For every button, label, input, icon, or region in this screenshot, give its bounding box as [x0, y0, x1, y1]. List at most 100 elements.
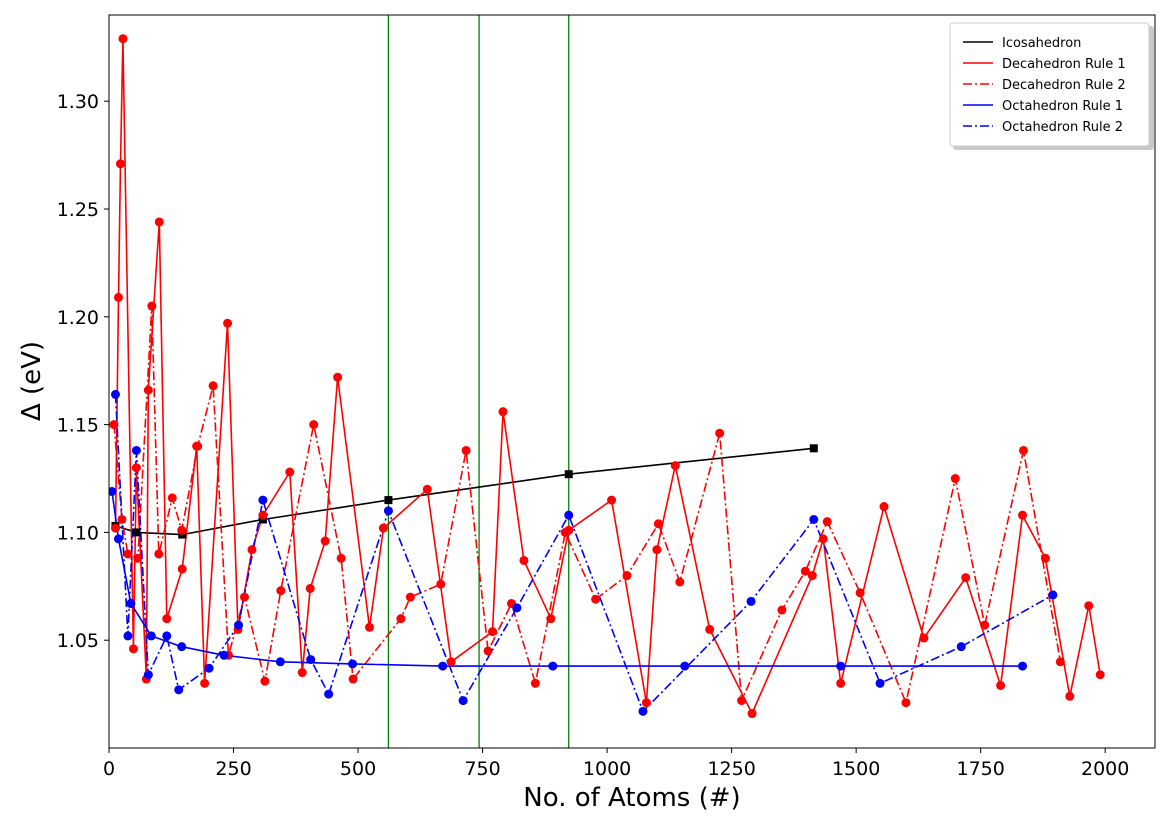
data-point-decahedron-rule-2 — [117, 514, 127, 524]
y-axis: 1.05 1.10 1.15 1.20 1.25 1.30 — [57, 91, 109, 652]
data-point-decahedron-rule-1 — [747, 709, 757, 719]
data-point-decahedron-rule-2 — [167, 493, 177, 503]
data-point-octahedron-rule-1 — [548, 661, 558, 671]
y-tick-label: 1.10 — [57, 522, 99, 544]
data-point-decahedron-rule-2 — [109, 420, 119, 430]
x-tick-label: 1000 — [583, 758, 631, 780]
data-point-decahedron-rule-1 — [113, 292, 123, 302]
legend-frame — [949, 22, 1150, 147]
data-point-icosahedron — [384, 496, 393, 505]
data-point-decahedron-rule-2 — [591, 594, 601, 604]
data-point-decahedron-rule-1 — [641, 698, 651, 708]
legend-label: Octahedron Rule 1 — [1002, 99, 1123, 114]
data-point-octahedron-rule-1 — [177, 642, 187, 652]
data-point-octahedron-rule-2 — [174, 685, 184, 695]
series-line-octahedron-rule-2 — [114, 394, 1054, 713]
legend-label: Icosahedron — [1002, 36, 1081, 51]
data-point-decahedron-rule-1 — [200, 678, 210, 688]
data-point-decahedron-rule-2 — [1055, 657, 1065, 667]
data-point-octahedron-rule-2 — [809, 514, 819, 524]
data-point-decahedron-rule-1 — [110, 523, 120, 533]
data-point-decahedron-rule-1 — [996, 680, 1006, 690]
series-markers — [109, 34, 1105, 719]
data-point-octahedron-rule-1 — [109, 486, 117, 496]
legend-items: Icosahedron Decahedron Rule 1 Decahedron R… — [963, 36, 1126, 135]
data-point-decahedron-rule-1 — [1084, 601, 1094, 611]
data-point-decahedron-rule-1 — [1040, 553, 1050, 563]
data-point-octahedron-rule-1 — [438, 661, 448, 671]
data-point-octahedron-rule-2 — [234, 620, 244, 630]
data-point-octahedron-rule-2 — [638, 706, 648, 716]
data-point-decahedron-rule-2 — [622, 571, 632, 581]
data-point-decahedron-rule-2 — [348, 674, 358, 684]
data-point-octahedron-rule-1 — [1018, 661, 1028, 671]
data-point-decahedron-rule-1 — [365, 622, 375, 632]
data-point-decahedron-rule-2 — [396, 614, 406, 624]
x-tick-label: 1500 — [832, 758, 880, 780]
data-point-decahedron-rule-2 — [777, 605, 787, 615]
data-point-decahedron-rule-2 — [800, 566, 810, 576]
data-point-decahedron-rule-1 — [519, 555, 529, 565]
x-tick-label: 250 — [215, 758, 251, 780]
data-point-decahedron-rule-1 — [1095, 670, 1105, 680]
data-point-decahedron-rule-1 — [320, 536, 330, 546]
data-point-decahedron-rule-1 — [1065, 691, 1075, 701]
data-point-decahedron-rule-2 — [336, 553, 346, 563]
data-point-decahedron-rule-2 — [483, 646, 493, 656]
data-point-decahedron-rule-2 — [461, 445, 471, 455]
data-point-octahedron-rule-1 — [680, 661, 690, 671]
data-point-decahedron-rule-2 — [436, 579, 446, 589]
data-point-octahedron-rule-2 — [383, 506, 393, 516]
data-point-decahedron-rule-2 — [855, 588, 865, 598]
x-tick-label: 750 — [464, 758, 500, 780]
data-point-decahedron-rule-1 — [333, 372, 343, 382]
data-point-decahedron-rule-2 — [208, 381, 218, 391]
legend: Icosahedron Decahedron Rule 1 Decahedron R… — [949, 22, 1154, 150]
data-point-decahedron-rule-1 — [670, 461, 680, 471]
data-point-decahedron-rule-2 — [715, 428, 725, 438]
data-point-decahedron-rule-1 — [1018, 510, 1028, 520]
data-point-decahedron-rule-1 — [498, 407, 508, 417]
data-point-decahedron-rule-2 — [405, 592, 415, 602]
data-point-decahedron-rule-2 — [239, 592, 249, 602]
data-point-decahedron-rule-2 — [123, 549, 133, 559]
legend-label: Decahedron Rule 1 — [1002, 57, 1126, 72]
y-tick-label: 1.20 — [57, 307, 99, 329]
data-point-decahedron-rule-1 — [177, 564, 187, 574]
data-point-decahedron-rule-2 — [560, 527, 570, 537]
data-point-octahedron-rule-1 — [126, 599, 136, 609]
x-tick-label: 2000 — [1081, 758, 1129, 780]
data-point-decahedron-rule-2 — [154, 549, 164, 559]
data-point-decahedron-rule-1 — [488, 627, 498, 637]
x-tick-label: 500 — [340, 758, 376, 780]
data-point-decahedron-rule-2 — [675, 577, 685, 587]
data-point-octahedron-rule-2 — [123, 631, 133, 641]
data-point-decahedron-rule-1 — [836, 678, 846, 688]
plot-frame — [108, 14, 1156, 749]
data-point-decahedron-rule-1 — [285, 467, 295, 477]
data-point-decahedron-rule-2 — [901, 698, 911, 708]
data-point-octahedron-rule-2 — [875, 678, 885, 688]
data-point-octahedron-rule-2 — [324, 689, 334, 699]
data-point-octahedron-rule-2 — [1048, 590, 1058, 600]
y-axis-label: Δ (eV) — [17, 341, 47, 421]
data-point-octahedron-rule-2 — [110, 389, 120, 399]
data-point-icosahedron — [132, 528, 141, 537]
data-point-decahedron-rule-1 — [143, 385, 153, 395]
data-point-octahedron-rule-2 — [131, 445, 141, 455]
x-axis: 0 250 500 750 1000 1250 1500 1750 2000 — [103, 748, 1129, 780]
data-point-octahedron-rule-2 — [458, 696, 468, 706]
y-tick-label: 1.15 — [57, 415, 99, 437]
y-tick-label: 1.25 — [57, 199, 99, 221]
data-point-icosahedron — [809, 444, 818, 453]
data-point-decahedron-rule-2 — [193, 441, 203, 451]
data-point-decahedron-rule-1 — [118, 34, 128, 44]
x-tick-label: 0 — [103, 758, 115, 780]
data-point-decahedron-rule-1 — [652, 545, 662, 555]
data-point-decahedron-rule-1 — [297, 668, 307, 678]
data-point-octahedron-rule-2 — [746, 596, 756, 606]
data-point-decahedron-rule-1 — [919, 633, 929, 643]
data-point-octahedron-rule-2 — [258, 495, 268, 505]
data-point-decahedron-rule-1 — [305, 583, 315, 593]
